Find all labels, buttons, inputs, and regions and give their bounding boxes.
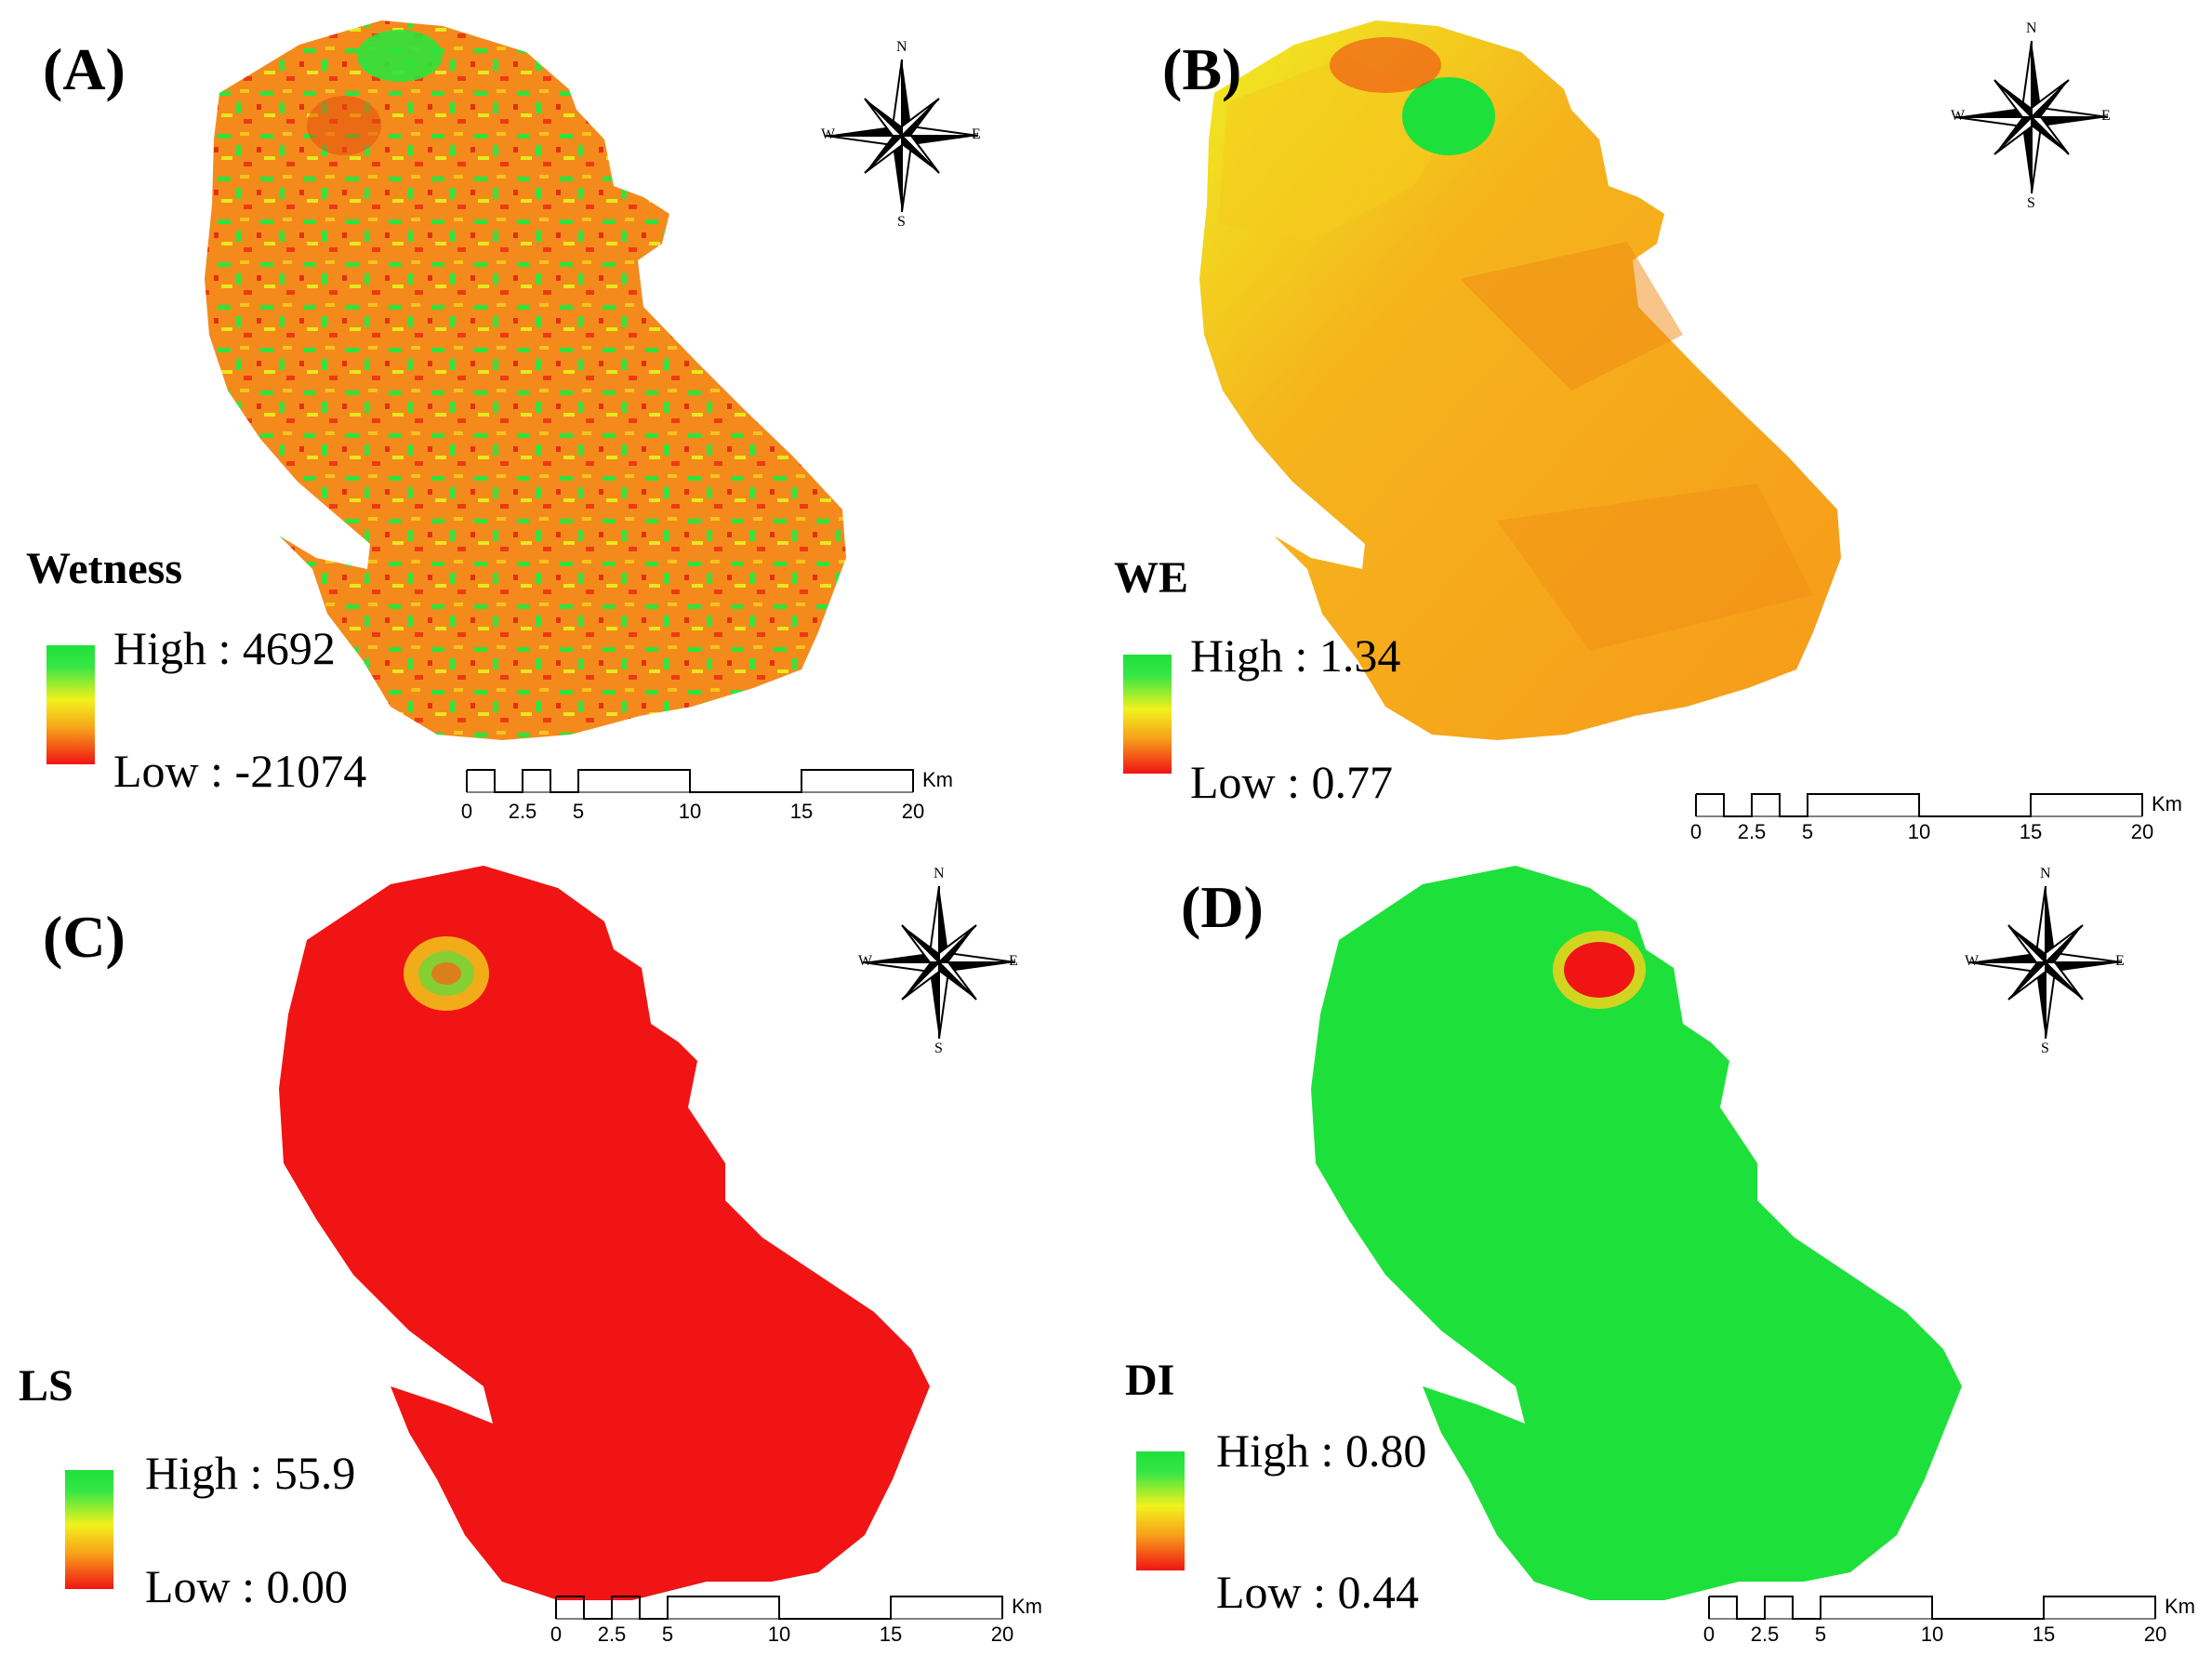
legend-title: Wetness [26,544,182,593]
scale-unit: Km [922,768,953,791]
compass-w: W [858,953,873,969]
scale-tick: 0 [460,800,473,823]
compass-rose-icon [1954,40,2109,194]
scale-tick: 2.5 [1750,1623,1780,1646]
map-wetness [205,20,846,740]
legend-title: LS [19,1361,73,1411]
legend-title: DI [1125,1356,1175,1405]
scale-tick: 10 [1907,820,1931,843]
scale-bar-graphic [466,769,914,793]
scale-tick: 15 [879,1623,903,1646]
legend-high: High : 0.80 [1216,1424,1427,1477]
scale-tick: 15 [2019,820,2043,843]
panel-label: (D) [1181,874,1264,940]
compass-e: E [1009,953,1018,969]
scale-tick: 5 [572,800,585,823]
compass-w: W [821,126,836,142]
compass-rose-icon [862,885,1016,1040]
scale-bar: 0 2.5 5 10 15 20 Km [1690,792,2182,843]
map-di [1311,866,1962,1600]
scale-tick: 10 [678,800,702,823]
scale-tick: 5 [1801,820,1814,843]
compass-n: N [2026,20,2037,36]
panel-wetness: (A) N S W E Wetness High : 4692 Low : -2… [0,0,1106,828]
scale-bar: 0 2.5 5 10 15 20 Km [461,768,953,823]
panel-label: (A) [43,36,126,102]
legend-high: High : 4692 [113,622,336,674]
compass-e: E [972,126,981,142]
panel-we: (B) N S W E WE High : 1.34 Low : 0.77 [1106,0,2212,843]
scale-bar: 0 2.5 5 10 15 20 Km [1703,1595,2195,1646]
scale-unit: Km [1012,1595,1042,1618]
panel-label: (C) [43,904,126,970]
compass-w: W [1965,953,1980,969]
scale-bar-graphic [555,1596,1003,1620]
map-we [1199,20,1841,740]
scale-unit: Km [2165,1595,2195,1618]
scale-bar-graphic [1695,793,2143,817]
region-shape [205,20,846,740]
compass-e: E [2101,108,2111,124]
legend-high: High : 55.9 [145,1447,356,1499]
panel-di: (D) N S W E DI High : 0.80 Low : 0.44 [1106,828,2212,1656]
scale-tick: 20 [2143,1623,2167,1646]
scale-tick: 2.5 [508,800,537,823]
scale-bar-graphic [1708,1596,2156,1620]
legend-low: Low : -21074 [113,745,367,797]
compass: N S W E [1951,19,2111,214]
legend-low: Low : 0.00 [145,1560,349,1612]
scale-tick: 15 [2032,1623,2056,1646]
legend-color-ramp [65,1470,113,1589]
panel-ls: (C) N S W E LS High : 55.9 Low : 0.00 [0,828,1106,1656]
compass: N S W E [821,37,981,232]
scale-tick: 10 [767,1623,791,1646]
legend-low: Low : 0.77 [1190,756,1394,808]
compass-w: W [1951,108,1966,124]
compass-n: N [2040,866,2051,881]
compass-s: S [2041,1040,2049,1056]
scale-tick: 20 [901,800,925,823]
legend-title: WE [1114,553,1189,603]
compass-e: E [2115,953,2125,969]
map-ls [279,866,930,1600]
compass: N S W E [1965,864,2125,1059]
scale-tick: 0 [550,1623,563,1646]
scale-tick: 0 [1689,820,1702,843]
scale-tick: 2.5 [597,1623,627,1646]
legend-high: High : 1.34 [1190,629,1401,682]
scale-tick: 10 [1920,1623,1944,1646]
scale-tick: 5 [1814,1623,1827,1646]
legend-color-ramp [1136,1451,1185,1570]
scale-tick: 2.5 [1737,820,1767,843]
scale-tick: 20 [2130,820,2154,843]
legend-low: Low : 0.44 [1216,1566,1420,1618]
scale-unit: Km [2152,792,2182,815]
scale-tick: 20 [990,1623,1014,1646]
region-shape [1311,866,1962,1600]
compass-s: S [897,214,906,230]
legend-color-ramp [1123,655,1172,774]
region-shape [279,866,930,1600]
scale-tick: 0 [1702,1623,1715,1646]
compass-s: S [934,1040,943,1056]
compass-rose-icon [1968,885,2123,1040]
compass-n: N [896,39,907,55]
compass: N S W E [858,864,1018,1059]
scale-tick: 5 [661,1623,674,1646]
scale-bar: 0 2.5 5 10 15 20 Km [550,1595,1042,1646]
compass-s: S [2027,195,2035,211]
compass-n: N [934,866,945,881]
panel-label: (B) [1162,36,1242,102]
scale-tick: 15 [789,800,814,823]
legend-color-ramp [46,645,95,764]
compass-rose-icon [825,59,979,213]
